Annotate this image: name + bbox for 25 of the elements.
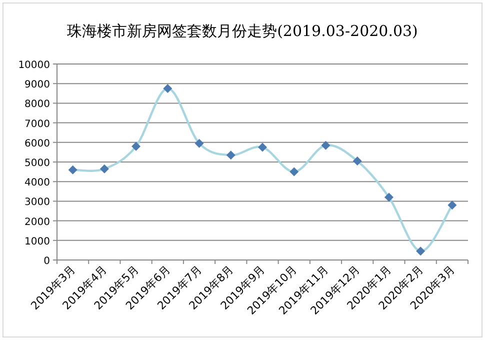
point — [163, 84, 172, 93]
y-tick-label: 8000 — [24, 99, 50, 110]
point — [132, 142, 141, 151]
point — [68, 165, 78, 174]
point — [321, 140, 330, 150]
y-tick-label: 5000 — [24, 158, 50, 169]
chart-title: 珠海楼市新房网签套数月份走势(2019.03-2020.03) — [67, 22, 418, 40]
point — [448, 200, 457, 210]
y-tick-label: 2000 — [24, 216, 50, 228]
point — [194, 138, 204, 148]
point — [258, 142, 267, 152]
y-tick-label: 10000 — [18, 60, 50, 71]
y-tick-label: 1000 — [24, 236, 50, 248]
y-tick-label: 4000 — [24, 178, 50, 189]
point — [290, 167, 299, 176]
point — [384, 192, 394, 202]
point — [226, 150, 236, 160]
point — [352, 156, 362, 166]
point — [100, 164, 109, 174]
y-tick-label: 7000 — [24, 118, 50, 130]
y-tick-label: 9000 — [24, 80, 50, 91]
y-tick-label: 6000 — [24, 138, 50, 150]
y-tick-label: 3000 — [24, 197, 50, 208]
y-tick-label: 0 — [44, 256, 50, 267]
point — [416, 246, 426, 256]
